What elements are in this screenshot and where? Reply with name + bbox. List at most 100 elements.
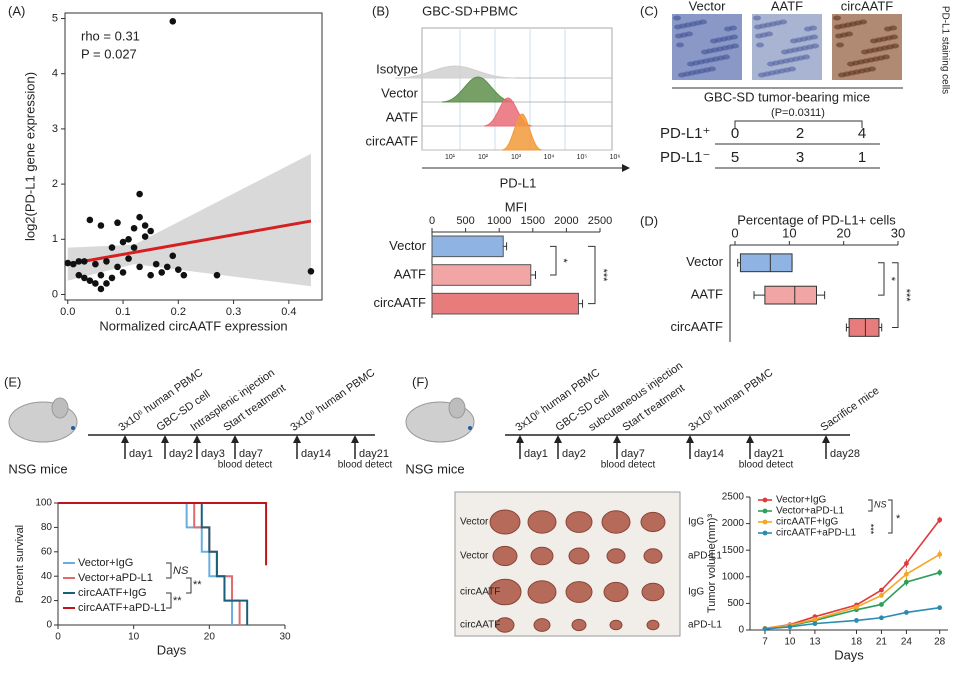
ihc-cell	[699, 19, 707, 25]
mouse-eye	[468, 426, 472, 430]
arrow-head	[161, 435, 169, 443]
tumor	[643, 548, 663, 564]
x-tick-label: 7	[762, 637, 768, 648]
data-point	[787, 624, 793, 630]
data-point	[119, 269, 127, 276]
data-point	[108, 274, 116, 282]
y-tick-label: 1	[52, 233, 58, 245]
sig-bracket	[166, 592, 172, 609]
tumor	[565, 511, 593, 533]
panel-label: (D)	[640, 213, 658, 228]
sig-label: ***	[597, 269, 609, 283]
data-point	[180, 271, 188, 279]
data-point	[75, 271, 83, 279]
category-label: circAATF	[671, 319, 724, 334]
legend-label: Vector+aPD-L1	[776, 506, 845, 517]
y-tick-label: 5	[52, 12, 58, 24]
x-tick-label: 0	[55, 632, 61, 643]
x-axis-label: Days	[834, 647, 864, 662]
series-line	[764, 553, 941, 630]
legend-label: circAATF+aPD-L1	[78, 602, 166, 614]
tumor	[530, 546, 554, 566]
data-point	[937, 517, 943, 523]
ihc-cell	[673, 15, 681, 21]
photo-row-label: circAATF	[460, 620, 500, 631]
y-tick-label: 100	[35, 498, 52, 509]
y-tick-label: 3	[52, 123, 58, 135]
day-label: day1	[129, 448, 153, 460]
tumor	[609, 619, 623, 631]
category-label: circAATF	[374, 295, 427, 310]
x-tick-label: 18	[851, 637, 863, 648]
flow-tick-label: 10¹	[445, 154, 456, 161]
data-point	[92, 260, 99, 268]
image-label: circAATF	[841, 0, 894, 13]
ihc-cell	[891, 43, 899, 49]
tumor	[565, 581, 593, 603]
annotation: rho = 0.31	[81, 28, 140, 43]
data-point	[130, 244, 138, 251]
x-tick-label: 2500	[588, 215, 612, 227]
data-point	[119, 238, 127, 246]
photo-row-label: Vector	[460, 517, 489, 528]
data-point	[158, 269, 166, 276]
data-point	[169, 252, 177, 260]
data-point	[108, 244, 116, 251]
y-tick-label: 80	[41, 522, 53, 533]
table-cell: 4	[858, 125, 866, 142]
y-tick-label: 0	[46, 620, 52, 631]
box	[739, 253, 793, 273]
chart-title: Percentage of PD-L1+ cells	[737, 212, 896, 227]
data-point	[762, 626, 768, 632]
tumor	[489, 509, 521, 535]
panel-label: (B)	[372, 3, 389, 18]
ihc-cell	[889, 25, 897, 31]
sig-label: NS	[874, 499, 887, 509]
photo-row-label: aPD-L1	[688, 551, 722, 562]
tumor	[603, 581, 629, 603]
y-axis-label: Percent survival	[14, 525, 26, 603]
y-tick-label: 1500	[722, 545, 745, 556]
ihc-cell	[868, 66, 876, 72]
y-tick-label: 4	[52, 68, 58, 80]
photo-row-label: circAATF	[460, 587, 500, 598]
day-label: day2	[562, 448, 586, 460]
ihc-cell	[756, 42, 764, 48]
data-point	[92, 280, 99, 287]
y-axis-label: Tumor volume(mm)³	[706, 514, 718, 614]
ihc-cell	[722, 54, 730, 60]
arrow-head	[613, 435, 621, 443]
tumor	[568, 547, 590, 565]
tumor	[601, 510, 631, 534]
flow-row-label: circAATF	[366, 133, 419, 148]
tumor	[606, 548, 626, 564]
x-tick-label: 21	[876, 637, 888, 648]
flow-row-label: Vector	[381, 85, 419, 100]
data-point	[904, 579, 909, 585]
legend-label: circAATF+aPD-L1	[776, 528, 857, 539]
x-tick-label: 1000	[487, 215, 511, 227]
x-tick-label: 10	[784, 637, 796, 648]
arrow-head	[746, 435, 754, 443]
data-point	[937, 605, 943, 611]
arrow-head	[293, 435, 301, 443]
data-point	[307, 268, 315, 275]
y-tick-label: 2000	[722, 518, 745, 529]
legend-label: circAATF+IgG	[78, 587, 147, 599]
data-point	[854, 604, 859, 610]
x-tick-label: 0.3	[226, 306, 241, 318]
data-point	[904, 571, 909, 577]
x-tick-label: 0.0	[60, 306, 75, 318]
arrow-head	[554, 435, 562, 443]
x-tick-label: 0.2	[171, 306, 186, 318]
bar	[431, 235, 504, 258]
photo-row-label: IgG	[688, 517, 704, 528]
data-point	[86, 216, 94, 224]
note-label: blood detect	[338, 460, 393, 471]
data-point	[879, 593, 884, 598]
sig-label: ***	[900, 289, 912, 303]
mouse-ear	[448, 397, 466, 419]
data-point	[854, 618, 859, 623]
tumor	[640, 511, 666, 533]
tumor	[571, 618, 587, 632]
